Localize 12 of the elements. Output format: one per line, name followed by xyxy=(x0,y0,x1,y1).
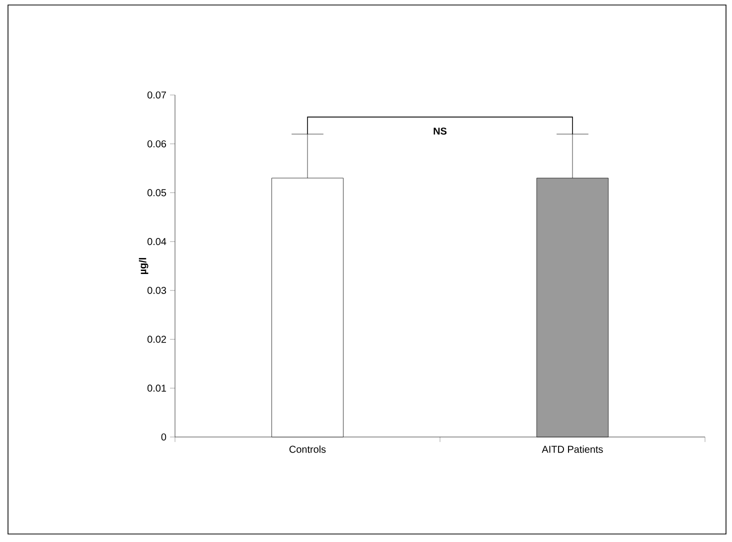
y-tick-label: 0.01 xyxy=(147,384,166,392)
x-tick-label: AITD Patients xyxy=(542,446,603,453)
y-tick-label: 0 xyxy=(161,433,166,441)
y-tick-label: 0.02 xyxy=(147,336,166,343)
y-tick-label: 0.03 xyxy=(147,286,166,294)
annotation: NS xyxy=(434,128,447,135)
y-axis-title: µg/l xyxy=(138,258,148,274)
y-tick-label: 0.04 xyxy=(147,238,166,246)
y-tick-label: 0.07 xyxy=(147,91,166,99)
x-tick-label: Controls xyxy=(289,446,326,453)
y-tick-label: 0.05 xyxy=(147,189,166,196)
y-tick-label: 0.06 xyxy=(147,140,166,148)
